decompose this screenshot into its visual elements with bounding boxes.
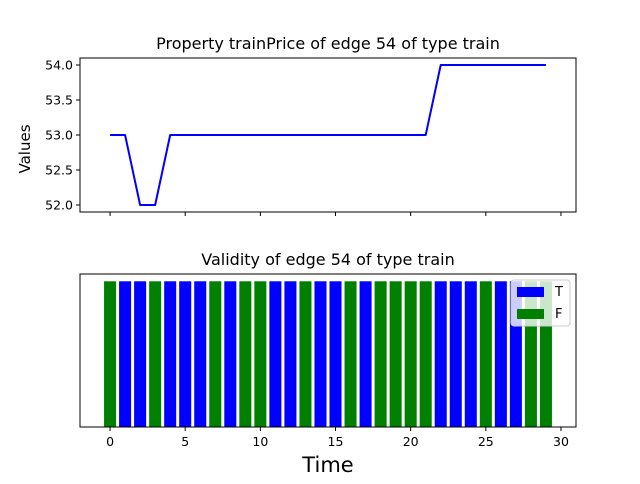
y-tick-label: 52.0 (45, 198, 73, 213)
legend-swatch-t (517, 287, 544, 297)
validity-bar (284, 281, 297, 427)
legend-label-t: T (554, 285, 563, 300)
validity-bar (359, 281, 372, 427)
y-tick-label: 54.0 (45, 58, 73, 73)
line-y-axis-label: Values (16, 124, 34, 173)
validity-bar (104, 281, 117, 427)
line-chart-title: Property trainPrice of edge 54 of type t… (156, 34, 500, 53)
validity-bar (374, 281, 387, 427)
x-tick-label: 25 (478, 434, 494, 449)
validity-bar (269, 281, 282, 427)
validity-bar (314, 281, 327, 427)
validity-bar (239, 281, 252, 427)
validity-bar (494, 281, 507, 427)
line-series (110, 64, 546, 206)
bar-plot: Validity of edge 54 of type train 0 5 10 15… (79, 250, 577, 477)
validity-bar (389, 281, 402, 427)
line-plot: Property trainPrice of edge 54 of type t… (16, 34, 577, 216)
legend: T F (510, 279, 571, 327)
legend-label-f: F (555, 307, 562, 322)
validity-bar (479, 281, 492, 427)
y-tick-label: 52.5 (45, 163, 73, 178)
bar-plot-frame (79, 273, 577, 428)
y-tick-label: 53.0 (45, 128, 73, 143)
validity-bar (224, 281, 237, 427)
x-tick-label: 20 (403, 434, 419, 449)
validity-bar (329, 281, 342, 427)
x-tick-label: 10 (252, 434, 268, 449)
validity-bar (299, 281, 312, 427)
validity-bar (134, 281, 147, 427)
validity-bar (344, 281, 357, 427)
validity-bar (404, 281, 417, 427)
bar-chart-title: Validity of edge 54 of type train (201, 250, 454, 269)
legend-swatch-f (517, 309, 544, 319)
validity-bar (119, 281, 132, 427)
validity-bar (164, 281, 177, 427)
validity-bar (254, 281, 267, 427)
x-tick-label: 0 (106, 434, 114, 449)
x-axis-label: Time (301, 453, 353, 477)
line-plot-frame (79, 57, 577, 213)
validity-bar (464, 281, 477, 427)
validity-bar (149, 281, 162, 427)
x-tick-label: 5 (181, 434, 189, 449)
x-tick-label: 15 (328, 434, 344, 449)
validity-bar (194, 281, 207, 427)
y-tick-label: 53.5 (45, 93, 73, 108)
validity-bar (449, 281, 462, 427)
validity-bar (434, 281, 447, 427)
validity-bar (179, 281, 192, 427)
validity-bar (419, 281, 432, 427)
validity-bar (209, 281, 222, 427)
x-tick-label: 30 (553, 434, 569, 449)
